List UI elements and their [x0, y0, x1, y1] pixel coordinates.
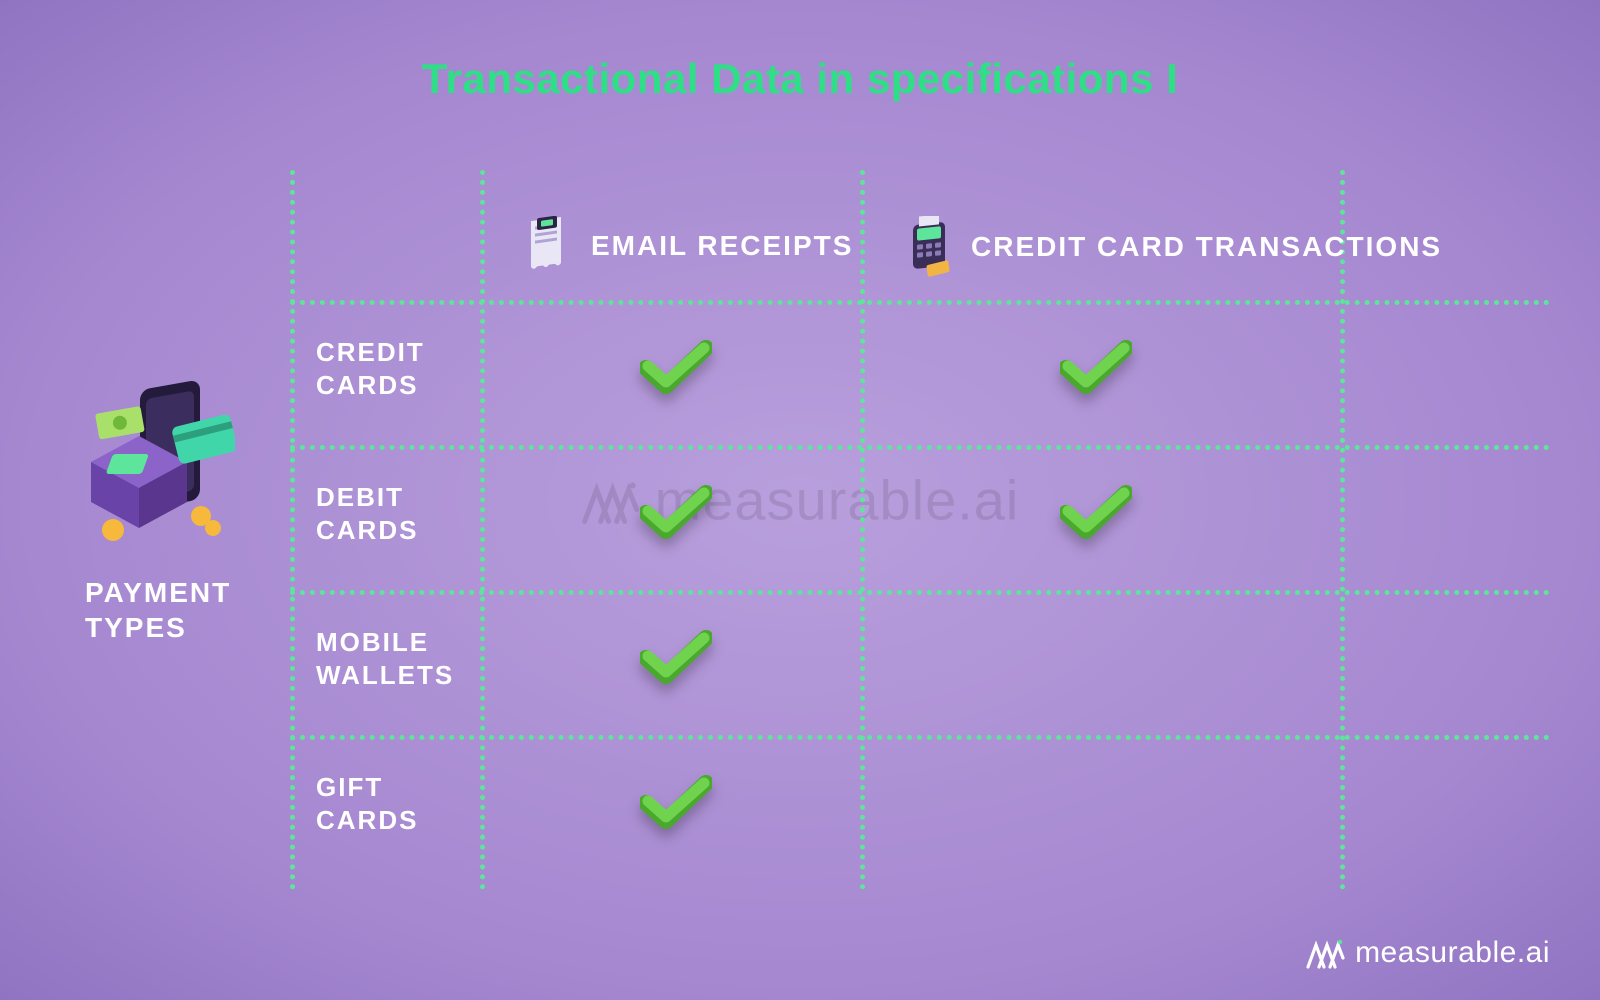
row-label-2-line2: WALLETS: [316, 660, 454, 690]
row-label-0-line1: CREDIT: [316, 337, 425, 367]
grid-hline-2: [290, 590, 1550, 595]
row-label-3-line2: CARDS: [316, 805, 418, 835]
check-icon: [640, 630, 712, 684]
grid-hline-3: [290, 735, 1550, 740]
grid-vline-1: [480, 170, 485, 890]
payment-types-label: PAYMENT TYPES: [85, 575, 231, 645]
row-label-credit-cards: CREDIT CARDS: [316, 336, 425, 401]
wallet-phone-icon: [85, 380, 235, 550]
column-header-label-1: CREDIT CARD TRANSACTIONS: [971, 231, 1442, 263]
grid-vline-2: [860, 170, 865, 890]
column-header-email-receipts: EMAIL RECEIPTS: [525, 216, 853, 276]
check-icon: [1060, 340, 1132, 394]
check-icon: [640, 775, 712, 829]
grid-vline-0: [290, 170, 295, 890]
grid-hline-0: [290, 300, 1550, 305]
row-label-0-line2: CARDS: [316, 370, 418, 400]
brand-logo-icon: [1305, 936, 1345, 970]
payment-types-block: [85, 380, 265, 555]
check-credit-email: [640, 340, 712, 394]
payment-types-label-1: PAYMENT: [85, 577, 231, 608]
grid-vline-3: [1340, 170, 1345, 890]
brand-footer: measurable.ai: [1305, 936, 1550, 970]
row-label-1-line1: DEBIT: [316, 482, 404, 512]
row-label-2-line1: MOBILE: [316, 627, 429, 657]
check-credit-cc: [1060, 340, 1132, 394]
row-label-1-line2: CARDS: [316, 515, 418, 545]
check-icon: [640, 485, 712, 539]
check-icon: [1060, 485, 1132, 539]
row-label-3-line1: GIFT: [316, 772, 383, 802]
column-header-credit-card: CREDIT CARD TRANSACTIONS: [905, 216, 1442, 278]
check-debit-cc: [1060, 485, 1132, 539]
grid-hline-1: [290, 445, 1550, 450]
check-icon: [640, 340, 712, 394]
check-gift-email: [640, 775, 712, 829]
receipt-icon: [525, 216, 575, 276]
page-title: Transactional Data in specifications I: [422, 55, 1179, 103]
pos-terminal-icon: [905, 216, 955, 278]
comparison-grid: EMAIL RECEIPTS CREDIT CARD TRANSACTIONS …: [290, 170, 1550, 890]
brand-text: measurable.ai: [1355, 936, 1550, 970]
row-label-gift-cards: GIFT CARDS: [316, 771, 418, 836]
row-label-mobile-wallets: MOBILE WALLETS: [316, 626, 454, 691]
check-mobile-email: [640, 630, 712, 684]
column-header-label-0: EMAIL RECEIPTS: [591, 230, 853, 262]
check-debit-email: [640, 485, 712, 539]
payment-types-label-2: TYPES: [85, 612, 187, 643]
row-label-debit-cards: DEBIT CARDS: [316, 481, 418, 546]
